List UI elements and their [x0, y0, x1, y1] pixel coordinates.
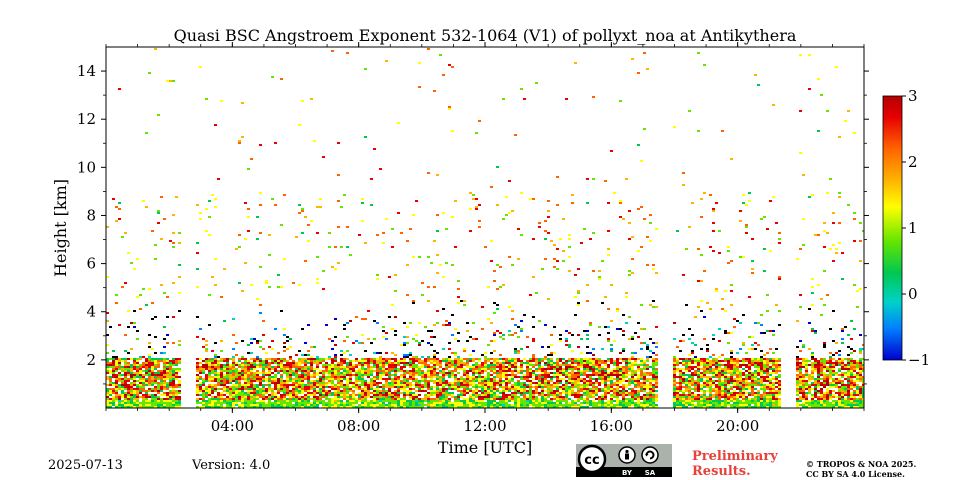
- y-axis-label: Height [km]: [51, 179, 70, 277]
- y-axis: 2 4 6 8 10 12 14: [77, 62, 869, 385]
- y-tick-label: 12: [77, 110, 96, 128]
- y-tick-label: 10: [77, 158, 96, 176]
- y-tick-label: 2: [86, 351, 96, 369]
- y-tick-label: 8: [86, 206, 96, 224]
- copyright-note: © TROPOS & NOA 2025. CC BY SA 4.0 Licens…: [806, 459, 956, 479]
- y-tick-label: 14: [77, 62, 96, 80]
- colorbar: [882, 95, 903, 361]
- x-axis-label: Time [UTC]: [438, 438, 532, 457]
- colorbar-axis: −1 0 1 2 3: [902, 87, 930, 369]
- version-label: Version: 4.0: [192, 458, 271, 473]
- chart-title: Quasi BSC Angstroem Exponent 532-1064 (V…: [174, 26, 797, 45]
- copyright-line-1: © TROPOS & NOA 2025.: [806, 459, 917, 469]
- cc-mark-text: cc: [584, 453, 599, 468]
- cc-sa-text: SA: [645, 469, 656, 477]
- colorbar-tick-label: −1: [908, 351, 930, 369]
- colorbar-tick-label: 0: [908, 285, 918, 303]
- x-tick-label: 20:00: [716, 417, 759, 435]
- sa-share-alike-icon: [641, 446, 659, 464]
- measurement-date: 2025-07-13: [48, 458, 123, 473]
- preliminary-results-note: Preliminary Results.: [692, 449, 792, 479]
- heatmap-data-layer: [106, 48, 864, 408]
- x-axis: 04:00 08:00 12:00 16:00 20:00: [105, 42, 865, 435]
- preliminary-line-1: Preliminary: [692, 449, 778, 464]
- y-tick-label: 4: [86, 303, 96, 321]
- x-tick-label: 04:00: [211, 417, 254, 435]
- x-tick-label: 16:00: [590, 417, 633, 435]
- preliminary-line-2: Results.: [692, 464, 751, 479]
- x-tick-label: 08:00: [337, 417, 380, 435]
- y-tick-label: 6: [86, 255, 96, 273]
- copyright-line-2: CC BY SA 4.0 License.: [806, 469, 905, 479]
- colorbar-tick-label: 1: [908, 219, 918, 237]
- colorbar-tick-label: 3: [908, 87, 918, 105]
- cc-by-sa-license-badge: cc BY SA: [576, 444, 672, 477]
- cc-by-text: BY: [622, 469, 633, 477]
- colorbar-tick-label: 2: [908, 153, 918, 171]
- x-tick-label: 12:00: [463, 417, 506, 435]
